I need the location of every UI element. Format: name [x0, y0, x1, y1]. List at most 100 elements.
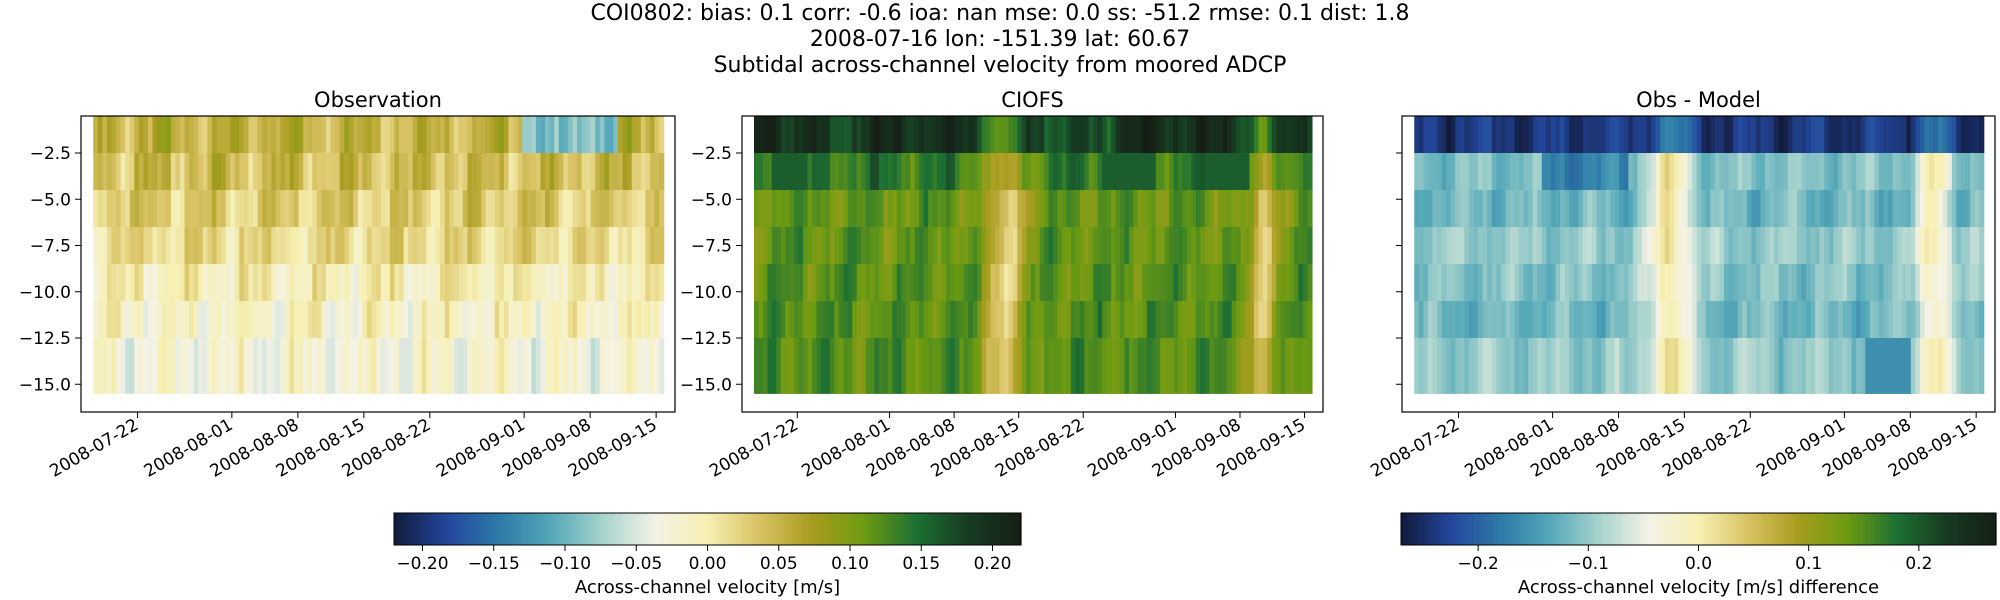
colorbar-swatch: [667, 513, 672, 545]
colorbar-swatch: [1666, 513, 1670, 545]
heatmap-cell: [595, 227, 601, 265]
heatmap-cell: [271, 116, 277, 154]
colorbar-swatch: [932, 513, 937, 545]
heatmap-cell: [490, 116, 496, 154]
heatmap-cell: [1191, 153, 1197, 191]
heatmap-cell: [1482, 301, 1488, 339]
heatmap-cell: [1487, 153, 1493, 191]
heatmap-cell: [1146, 190, 1152, 228]
heatmap-cell: [767, 190, 773, 228]
heatmap-cell: [102, 264, 108, 302]
heatmap-cell: [968, 116, 974, 154]
colorbar-swatch: [627, 513, 632, 545]
heatmap-cell: [820, 190, 826, 228]
heatmap-cell: [426, 116, 432, 154]
heatmap-cell: [1464, 264, 1470, 302]
colorbar-swatch: [1860, 513, 1865, 545]
heatmap-cell: [1012, 227, 1018, 265]
heatmap-cell: [1942, 153, 1948, 191]
colorbar-swatch: [1752, 513, 1756, 545]
heatmap-cell: [1628, 301, 1634, 339]
heatmap-cell: [1021, 338, 1027, 394]
heatmap-cell: [248, 264, 254, 302]
heatmap-cell: [1901, 116, 1907, 154]
heatmap-cell: [1705, 264, 1711, 302]
heatmap-cell: [905, 264, 911, 302]
heatmap-cell: [1673, 301, 1680, 339]
heatmap-cell: [1437, 227, 1443, 265]
heatmap-cell: [1669, 116, 1675, 154]
heatmap-cell: [1755, 153, 1762, 191]
heatmap-cell: [1124, 116, 1130, 154]
heatmap-cell: [1200, 264, 1206, 302]
heatmap-cell: [1231, 301, 1237, 339]
heatmap-cell: [576, 338, 583, 394]
heatmap-cell: [1792, 153, 1798, 191]
heatmap-cell: [1701, 227, 1707, 265]
heatmap-cell: [284, 190, 291, 228]
heatmap-cell: [910, 338, 916, 394]
heatmap-cell: [1619, 264, 1625, 302]
heatmap-cell: [659, 227, 665, 265]
heatmap-cell: [834, 264, 840, 302]
heatmap-cell: [1079, 227, 1085, 265]
heatmap-cell: [143, 116, 149, 154]
heatmap-cell: [207, 116, 213, 154]
heatmap-cell: [636, 338, 642, 394]
heatmap-cell: [430, 264, 437, 302]
heatmap-cell: [266, 116, 272, 154]
heatmap-cell: [1628, 116, 1634, 154]
heatmap-cell: [1651, 338, 1657, 394]
colorbar-tick-label: 0.05: [760, 554, 798, 574]
heatmap-cell: [1856, 338, 1862, 394]
heatmap-cell: [1482, 190, 1488, 228]
heatmap-cell: [1178, 264, 1184, 302]
heatmap-cell: [914, 116, 920, 154]
heatmap-cell: [148, 301, 154, 339]
heatmap-cell: [1053, 190, 1059, 228]
colorbar-swatch: [793, 513, 797, 545]
heatmap-cell: [458, 116, 464, 154]
heatmap-cell: [1106, 227, 1112, 265]
colorbar-swatch: [536, 513, 540, 545]
heatmap-cell: [198, 190, 204, 228]
heatmap-cell: [490, 338, 496, 394]
heatmap-cell: [430, 227, 437, 265]
heatmap-cell: [865, 153, 871, 191]
heatmap-cell: [125, 153, 131, 191]
colorbar-swatch: [787, 513, 791, 545]
heatmap-cell: [887, 190, 893, 228]
heatmap-cell: [221, 301, 227, 339]
heatmap-cell: [1164, 190, 1170, 228]
heatmap-cell: [816, 190, 822, 228]
heatmap-cell: [1307, 153, 1313, 191]
heatmap-cell: [421, 116, 427, 154]
heatmap-cell: [184, 264, 190, 302]
heatmap-cell: [1710, 116, 1716, 154]
heatmap-cell: [526, 190, 532, 228]
heatmap-cell: [1724, 227, 1730, 265]
heatmap-cell: [753, 264, 760, 302]
heatmap-cell: [1432, 301, 1438, 339]
heatmap-cell: [1614, 338, 1620, 394]
heatmap-cell: [1173, 301, 1179, 339]
heatmap-cell: [1701, 264, 1707, 302]
heatmap-cell: [1289, 227, 1295, 265]
colorbar-swatch: [542, 513, 546, 545]
heatmap-cell: [1271, 153, 1277, 191]
colorbar-swatch: [641, 513, 646, 545]
heatmap-cell: [636, 116, 642, 154]
heatmap-cell: [1824, 264, 1830, 302]
heatmap-cell: [1819, 227, 1825, 265]
heatmap-cell: [143, 264, 149, 302]
heatmap-cell: [883, 116, 889, 154]
heatmap-cell: [1303, 227, 1309, 265]
heatmap-cell: [604, 264, 610, 302]
heatmap-cell: [1173, 190, 1179, 228]
heatmap-cell: [1601, 190, 1607, 228]
colorbar-swatch: [1890, 513, 1894, 545]
heatmap-cell: [1509, 338, 1516, 394]
heatmap-cell: [1605, 116, 1611, 154]
heatmap-cell: [1956, 264, 1962, 302]
heatmap-cell: [1828, 116, 1834, 154]
